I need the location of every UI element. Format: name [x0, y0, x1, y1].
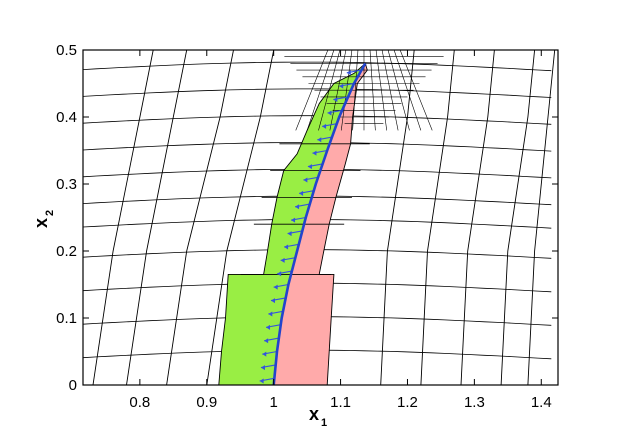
refined-mesh-line	[306, 50, 335, 131]
normal-vector-head	[284, 244, 289, 250]
normal-vector-head	[266, 324, 271, 330]
x-tick-label: 1.1	[330, 394, 351, 411]
refined-mesh-line	[393, 50, 422, 131]
mesh-vertical-line	[500, 50, 536, 385]
mesh-horizontal-line	[83, 61, 552, 72]
y-tick-label: 0.1	[56, 310, 77, 327]
normal-vector-head	[333, 97, 338, 103]
refined-mesh-line	[329, 50, 347, 131]
mesh-horizontal-line	[83, 88, 552, 98]
normal-vector-head	[346, 70, 351, 76]
normal-vector-head	[299, 190, 304, 196]
normal-vector-head	[260, 365, 265, 371]
normal-vector-head	[277, 271, 282, 277]
mesh-vertical-line	[166, 50, 234, 385]
x-axis-title: x 1	[309, 404, 327, 429]
refined-mesh-line	[369, 50, 376, 131]
x-tick-label: 1.4	[531, 394, 552, 411]
plot-frame	[82, 49, 559, 386]
normal-vector-head	[268, 311, 273, 317]
normal-vector-head	[273, 284, 278, 290]
normal-vector-head	[317, 137, 322, 143]
normal-vectors	[259, 69, 362, 384]
normal-vector-head	[322, 123, 327, 129]
y-axis-title: x 2	[31, 210, 56, 228]
mesh-vertical-line	[420, 50, 455, 385]
normal-vector-head	[303, 177, 308, 183]
normal-vector-head	[339, 83, 344, 89]
x-axis-label: x	[309, 404, 319, 424]
normal-vector-head	[327, 110, 332, 116]
normal-vector-head	[287, 231, 292, 237]
refined-mesh-line	[399, 50, 433, 131]
front-curve	[272, 62, 367, 385]
x-tick-label: 0.8	[129, 394, 150, 411]
y-tick-label: 0.3	[56, 176, 77, 193]
y-tick-label: 0.2	[56, 243, 77, 260]
normal-vector-head	[280, 257, 285, 263]
refined-mesh-line	[387, 50, 410, 131]
refined-mesh-line	[295, 50, 329, 131]
refined-mesh-line	[375, 50, 388, 131]
refined-mesh-line	[340, 50, 353, 131]
refined-mesh-line	[352, 50, 359, 131]
y-tick-label: 0	[69, 377, 77, 394]
y-axis-label: x	[31, 218, 51, 228]
normal-vector-head	[295, 204, 300, 210]
refined-mesh-line	[381, 50, 399, 131]
x-tick-label: 1	[269, 394, 277, 411]
y-tick-label: 0.4	[56, 109, 77, 126]
normal-vector-head	[264, 338, 269, 344]
normal-vector-head	[307, 164, 312, 170]
mesh-vertical-line	[126, 50, 188, 385]
y-axis-label-subscript: 2	[44, 210, 56, 216]
x-tick-label: 0.9	[196, 394, 217, 411]
x-tick-label: 1.2	[397, 394, 418, 411]
mesh-vertical-line	[527, 50, 556, 385]
x-tick-label: 1.3	[464, 394, 485, 411]
normal-vector-head	[259, 378, 264, 384]
mesh-vertical-line	[92, 50, 154, 385]
x-axis-label-subscript: 1	[321, 417, 327, 429]
y-axis-ticks: 0 0.1 0.2 0.3 0.4 0.5	[56, 42, 558, 394]
x-axis-ticks: 0.8 0.9 1 1.1 1.2 1.3 1.4	[129, 50, 552, 411]
refined-mesh-line	[318, 50, 341, 131]
mesh-vertical-line	[460, 50, 495, 385]
mesh-vertical-line	[380, 50, 415, 385]
y-tick-label: 0.5	[56, 42, 77, 59]
normal-vector-head	[270, 298, 275, 304]
normal-vector-head	[312, 150, 317, 156]
normal-vector-head	[291, 217, 296, 223]
normal-vector-head	[262, 351, 267, 357]
